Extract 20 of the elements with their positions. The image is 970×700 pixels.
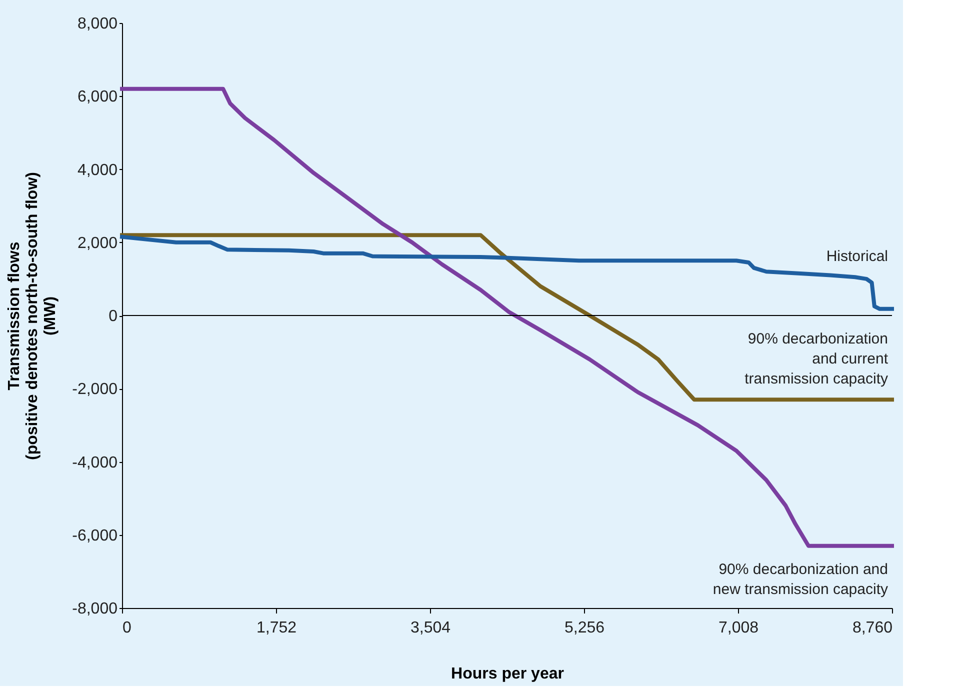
y-tick-label: 2,000 bbox=[77, 234, 118, 252]
x-tick-label: 8,760 bbox=[852, 620, 893, 636]
y-tick-label: -6,000 bbox=[72, 527, 118, 544]
y-tick-label: -2,000 bbox=[72, 381, 118, 398]
x-tick-label: 3,504 bbox=[410, 620, 451, 636]
y-tick-label: 0 bbox=[108, 308, 118, 325]
x-tick-label: 5,256 bbox=[564, 620, 605, 636]
series-label: 90% decarbonization and new transmission capacity bbox=[712, 560, 888, 598]
y-tick-label: -4,000 bbox=[72, 454, 118, 472]
y-tick-label: 8,000 bbox=[77, 16, 118, 32]
y-tick-label: 4,000 bbox=[77, 162, 118, 179]
x-axis-title: Hours per year bbox=[451, 666, 564, 682]
series-label: Historical bbox=[826, 248, 888, 265]
y-axis-title: Transmission flows (positive denotes north-to-south flow) (MW) bbox=[6, 172, 60, 460]
x-tick-label: 7,008 bbox=[718, 620, 759, 636]
y-tick-label: 6,000 bbox=[77, 88, 118, 106]
x-tick-label: 1,752 bbox=[256, 620, 297, 636]
series-label: 90% decarbonization and current transmission capacity bbox=[744, 330, 889, 388]
x-tick-label: 0 bbox=[122, 620, 132, 636]
y-tick-label: -8,000 bbox=[72, 600, 118, 618]
